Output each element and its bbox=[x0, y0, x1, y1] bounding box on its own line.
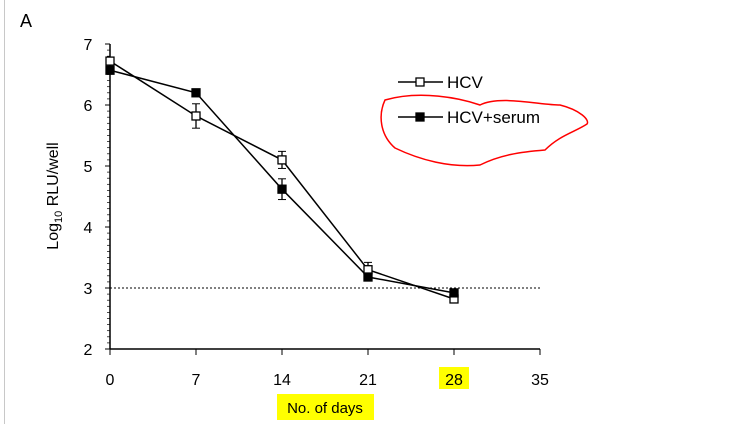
data-point-hcv-serum bbox=[191, 88, 201, 98]
ylabel-subscript: 10 bbox=[53, 211, 65, 223]
series-group bbox=[105, 56, 459, 304]
y-tick-label: 4 bbox=[84, 220, 93, 237]
data-point-hcv bbox=[105, 56, 115, 66]
legend-label: HCV bbox=[447, 73, 484, 92]
y-axis-label: Log10 RLU/well bbox=[45, 142, 65, 249]
y-tick-label: 6 bbox=[84, 98, 93, 115]
x-tick-label: 0 bbox=[106, 372, 115, 389]
data-point-hcv-serum bbox=[277, 184, 287, 194]
data-point-hcv-serum bbox=[449, 288, 459, 298]
x-tick-label: 21 bbox=[359, 372, 377, 389]
data-point-hcv bbox=[277, 155, 287, 165]
axes: 2 3 4 5 6 7 0 7 14 21 28 35 bbox=[84, 37, 549, 389]
left-border bbox=[4, 0, 5, 424]
ylabel-rest: RLU/well bbox=[45, 142, 62, 210]
panel-label: A bbox=[20, 11, 32, 31]
x-tick-label: 7 bbox=[192, 372, 201, 389]
y-tick-label: 3 bbox=[84, 281, 93, 298]
red-annotation-circle bbox=[380, 94, 589, 167]
legend-label: HCV+serum bbox=[447, 108, 540, 127]
xlabel-highlight bbox=[277, 394, 374, 420]
y-tick-label: 7 bbox=[84, 37, 93, 54]
ylabel-main: Log bbox=[45, 223, 62, 250]
y-tick-label: 5 bbox=[84, 159, 93, 176]
x-tick-highlight bbox=[439, 367, 469, 389]
x-tick-label: 28 bbox=[445, 372, 463, 389]
x-tick-label: 14 bbox=[273, 372, 291, 389]
y-tick-label: 2 bbox=[84, 342, 93, 359]
legend: HCV HCV+serum bbox=[398, 73, 540, 127]
x-axis-label: No. of days bbox=[287, 400, 363, 417]
data-point-hcv bbox=[191, 111, 201, 121]
data-point-hcv-serum bbox=[363, 272, 373, 282]
legend-marker bbox=[415, 112, 425, 122]
data-point-hcv-serum bbox=[105, 65, 115, 75]
svg-text:Log10 RLU/well: Log10 RLU/well bbox=[45, 142, 65, 249]
legend-marker bbox=[415, 77, 425, 87]
x-tick-label: 35 bbox=[531, 372, 549, 389]
